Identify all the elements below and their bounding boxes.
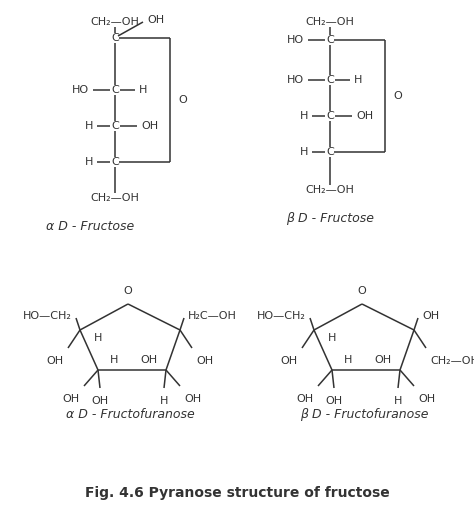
Text: OH: OH: [184, 394, 201, 404]
Text: O: O: [178, 95, 187, 105]
Text: H: H: [85, 121, 93, 131]
Text: C: C: [111, 157, 119, 167]
Text: OH: OH: [63, 394, 80, 404]
Text: OH: OH: [422, 311, 439, 321]
Text: β D - Fructofuranose: β D - Fructofuranose: [300, 408, 428, 421]
Text: C: C: [111, 121, 119, 131]
Text: OH: OH: [375, 355, 392, 365]
Text: CH₂—OH: CH₂—OH: [91, 17, 139, 27]
Text: OH: OH: [91, 396, 109, 406]
Text: H: H: [300, 147, 308, 157]
Text: H: H: [94, 333, 102, 343]
Text: OH: OH: [47, 356, 64, 366]
Text: HO: HO: [287, 75, 304, 85]
Text: OH: OH: [281, 356, 298, 366]
Text: C: C: [111, 33, 119, 43]
Text: β D - Fructose: β D - Fructose: [286, 212, 374, 225]
Text: H: H: [300, 111, 308, 121]
Text: C: C: [326, 147, 334, 157]
Text: C: C: [326, 35, 334, 45]
Text: Fig. 4.6 Pyranose structure of fructose: Fig. 4.6 Pyranose structure of fructose: [85, 486, 389, 500]
Text: OH: OH: [356, 111, 373, 121]
Text: OH: OH: [196, 356, 213, 366]
Text: H: H: [85, 157, 93, 167]
Text: OH: OH: [326, 396, 343, 406]
Text: α D - Fructofuranose: α D - Fructofuranose: [65, 408, 194, 421]
Text: OH: OH: [141, 355, 158, 365]
Text: CH₂—OH: CH₂—OH: [306, 17, 355, 27]
Text: H: H: [328, 333, 337, 343]
Text: HO: HO: [287, 35, 304, 45]
Text: C: C: [111, 85, 119, 95]
Text: OH: OH: [141, 121, 158, 131]
Text: H: H: [110, 355, 118, 365]
Text: HO: HO: [72, 85, 89, 95]
Text: C: C: [326, 75, 334, 85]
Text: C: C: [326, 111, 334, 121]
Text: HO—CH₂: HO—CH₂: [23, 311, 72, 321]
Text: α D - Fructose: α D - Fructose: [46, 220, 134, 233]
Text: O: O: [357, 286, 366, 296]
Text: O: O: [393, 91, 402, 101]
Text: H: H: [160, 396, 168, 406]
Text: O: O: [124, 286, 132, 296]
Text: OH: OH: [147, 15, 164, 25]
Text: H: H: [344, 355, 352, 365]
Text: CH₂—OH: CH₂—OH: [91, 193, 139, 203]
Text: H: H: [394, 396, 402, 406]
Text: CH₂—OH: CH₂—OH: [430, 356, 474, 366]
Text: H₂C—OH: H₂C—OH: [188, 311, 237, 321]
Text: H: H: [139, 85, 147, 95]
Text: CH₂—OH: CH₂—OH: [306, 185, 355, 195]
Text: OH: OH: [297, 394, 314, 404]
Text: OH: OH: [418, 394, 435, 404]
Text: HO—CH₂: HO—CH₂: [257, 311, 306, 321]
Text: H: H: [354, 75, 363, 85]
